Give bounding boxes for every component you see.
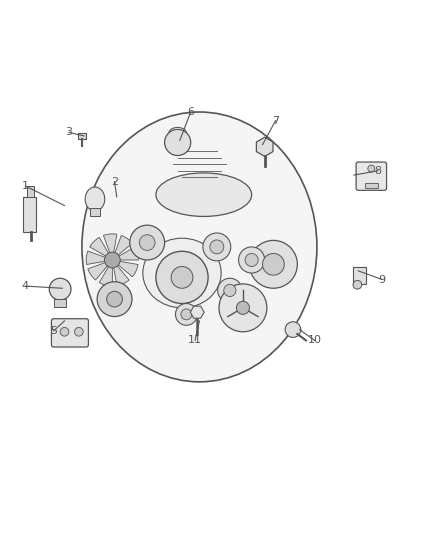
Text: 6: 6 — [187, 107, 194, 117]
Wedge shape — [86, 251, 113, 264]
Bar — [53, 298, 66, 306]
Text: 4: 4 — [22, 281, 29, 291]
Circle shape — [224, 284, 236, 296]
Circle shape — [245, 254, 258, 266]
Bar — [78, 133, 86, 139]
Circle shape — [181, 309, 192, 320]
Text: 3: 3 — [65, 127, 72, 138]
Circle shape — [49, 278, 71, 300]
Text: 9: 9 — [378, 274, 386, 285]
Text: 10: 10 — [308, 335, 322, 345]
FancyBboxPatch shape — [51, 319, 88, 347]
Wedge shape — [103, 234, 117, 260]
Circle shape — [171, 266, 193, 288]
Text: 8: 8 — [374, 166, 381, 176]
Circle shape — [60, 327, 69, 336]
Text: 2: 2 — [111, 176, 118, 187]
Circle shape — [97, 282, 132, 317]
Circle shape — [237, 301, 250, 314]
Circle shape — [165, 130, 191, 156]
Circle shape — [262, 254, 284, 275]
Circle shape — [239, 247, 265, 273]
Ellipse shape — [82, 112, 317, 382]
Text: 5: 5 — [50, 326, 57, 336]
Ellipse shape — [85, 187, 105, 211]
Bar — [90, 208, 100, 216]
Circle shape — [74, 327, 83, 336]
Circle shape — [219, 284, 267, 332]
Wedge shape — [113, 260, 138, 277]
Circle shape — [139, 235, 155, 251]
Circle shape — [353, 280, 362, 289]
Wedge shape — [113, 260, 129, 286]
Wedge shape — [99, 260, 113, 286]
Wedge shape — [113, 247, 138, 260]
Text: 11: 11 — [188, 335, 202, 345]
Circle shape — [285, 322, 301, 337]
Text: 7: 7 — [272, 116, 279, 126]
Circle shape — [368, 165, 375, 172]
Wedge shape — [113, 236, 132, 260]
Circle shape — [250, 240, 297, 288]
Bar — [27, 186, 35, 197]
Ellipse shape — [156, 173, 252, 216]
Circle shape — [210, 240, 224, 254]
Bar — [23, 197, 36, 232]
Polygon shape — [256, 137, 273, 156]
Circle shape — [203, 233, 231, 261]
Bar — [365, 183, 378, 188]
Circle shape — [156, 251, 208, 303]
Bar — [353, 266, 366, 284]
FancyBboxPatch shape — [356, 162, 387, 190]
Text: 1: 1 — [22, 181, 29, 191]
Wedge shape — [90, 237, 113, 260]
Circle shape — [218, 278, 242, 303]
Circle shape — [176, 303, 197, 325]
Circle shape — [105, 252, 120, 268]
Circle shape — [107, 292, 122, 307]
Polygon shape — [190, 306, 204, 318]
Circle shape — [130, 225, 165, 260]
Wedge shape — [88, 260, 113, 280]
Ellipse shape — [143, 238, 221, 308]
